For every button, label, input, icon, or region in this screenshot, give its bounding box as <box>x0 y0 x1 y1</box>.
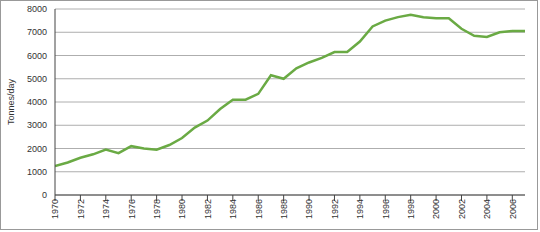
svg-text:Tonnes/day: Tonnes/day <box>8 78 16 125</box>
svg-text:1980: 1980 <box>177 199 187 219</box>
svg-text:1990: 1990 <box>304 199 314 219</box>
svg-text:1000: 1000 <box>27 167 47 177</box>
svg-text:1988: 1988 <box>279 199 289 219</box>
svg-text:2000: 2000 <box>431 199 441 219</box>
svg-text:1974: 1974 <box>101 199 111 219</box>
svg-text:1972: 1972 <box>76 199 86 219</box>
svg-text:1982: 1982 <box>203 199 213 219</box>
svg-text:1984: 1984 <box>228 199 238 219</box>
svg-text:6000: 6000 <box>27 51 47 61</box>
svg-text:8000: 8000 <box>27 4 47 14</box>
svg-text:2006: 2006 <box>508 199 518 219</box>
svg-text:1986: 1986 <box>254 199 264 219</box>
svg-text:2004: 2004 <box>482 199 492 219</box>
svg-text:2002: 2002 <box>457 199 467 219</box>
svg-text:1994: 1994 <box>355 199 365 219</box>
svg-text:1996: 1996 <box>381 199 391 219</box>
svg-text:1976: 1976 <box>127 199 137 219</box>
svg-text:1970: 1970 <box>50 199 60 219</box>
svg-text:2000: 2000 <box>27 144 47 154</box>
svg-text:1998: 1998 <box>406 199 416 219</box>
svg-text:1992: 1992 <box>330 199 340 219</box>
svg-text:3000: 3000 <box>27 120 47 130</box>
svg-text:5000: 5000 <box>27 74 47 84</box>
svg-text:0: 0 <box>42 190 47 200</box>
svg-text:1978: 1978 <box>152 199 162 219</box>
svg-text:4000: 4000 <box>27 97 47 107</box>
svg-text:7000: 7000 <box>27 27 47 37</box>
